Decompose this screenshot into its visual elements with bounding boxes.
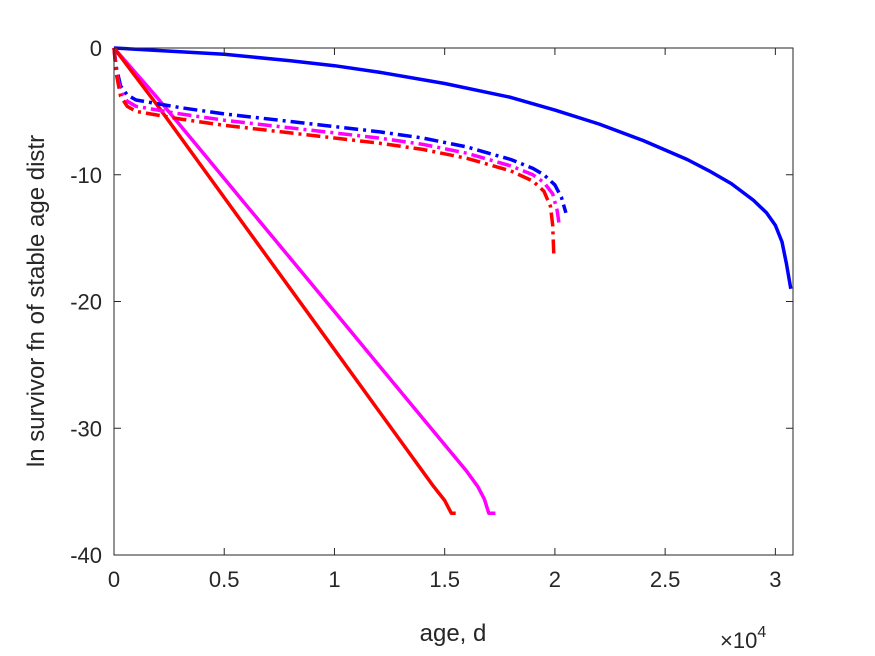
x-tick-label: 2.5 xyxy=(650,567,681,592)
series-line-3 xyxy=(112,46,456,515)
y-tick-label: -20 xyxy=(70,290,102,315)
series-layer xyxy=(112,46,793,515)
x-tick-label: 1.5 xyxy=(429,567,460,592)
x-tick-label: 3 xyxy=(769,567,781,592)
x-multiplier-label: ×104 xyxy=(720,624,766,653)
y-axis-label: ln survivor fn of stable age distr xyxy=(23,135,50,467)
x-multiplier-base: ×10 xyxy=(720,628,757,653)
tick-layer: 0 0.5 1 1.5 2 2.5 3 0 -10 -20 -30 -40 xyxy=(70,36,793,592)
x-tick-label: 2 xyxy=(549,567,561,592)
x-tick-label: 0.5 xyxy=(209,567,240,592)
series-line-2 xyxy=(112,46,496,515)
plot-area xyxy=(114,48,793,555)
series-line-6 xyxy=(112,47,556,255)
y-tick-label: -10 xyxy=(70,163,102,188)
x-tick-label: 0 xyxy=(108,567,120,592)
y-tick-label: -40 xyxy=(70,543,102,568)
y-tick-label: -30 xyxy=(70,416,102,441)
x-tick-label: 1 xyxy=(328,567,340,592)
y-tick-label: 0 xyxy=(90,36,102,61)
x-multiplier-exponent: 4 xyxy=(757,624,766,641)
x-axis-label: age, d xyxy=(420,620,487,647)
series-line-1 xyxy=(113,46,793,290)
series-line-4 xyxy=(112,47,568,214)
